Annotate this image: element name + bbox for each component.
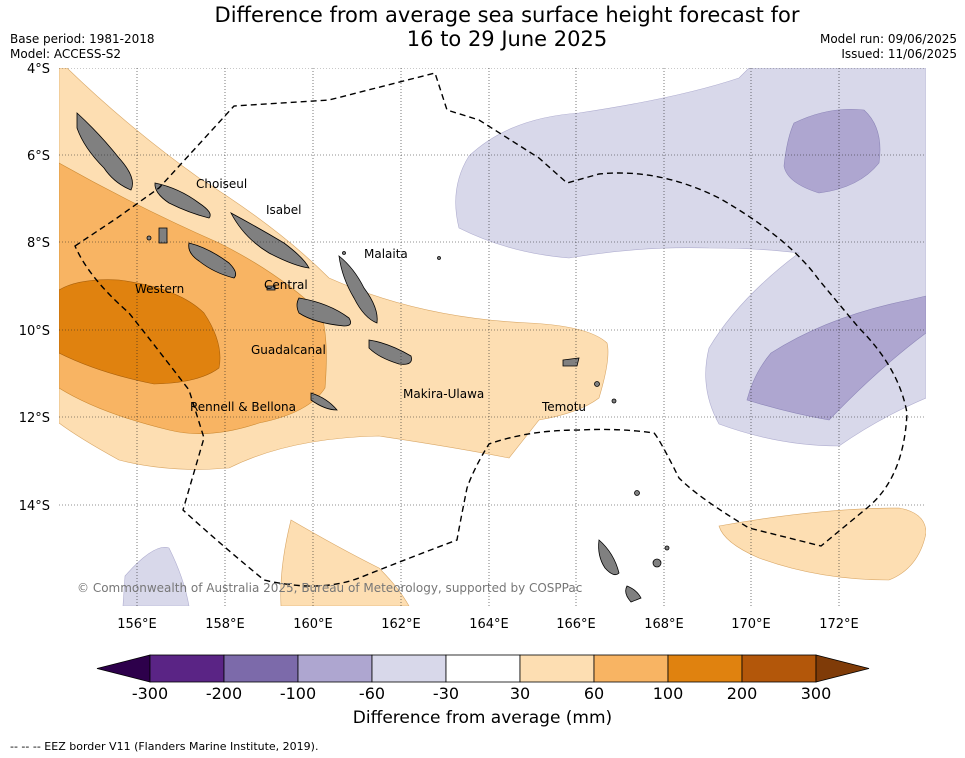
region-label-isabel: Isabel bbox=[266, 203, 301, 217]
colorbar-tick-label: -200 bbox=[206, 684, 242, 703]
colorbar-tick-label: -100 bbox=[280, 684, 316, 703]
lat-tick: 12°S bbox=[19, 411, 50, 426]
lat-tick: 4°S bbox=[27, 62, 50, 77]
colorbar-swatch bbox=[149, 654, 225, 683]
lon-tick: 170°E bbox=[731, 617, 771, 632]
lat-tick: 8°S bbox=[27, 236, 50, 251]
colorbar-tick-label: -30 bbox=[433, 684, 459, 703]
colorbar-tick-label: 30 bbox=[510, 684, 530, 703]
eez-border bbox=[74, 72, 908, 587]
region-label-choiseul: Choiseul bbox=[196, 177, 247, 191]
lon-tick: 172°E bbox=[819, 617, 859, 632]
map-axes: 4°S 6°S 8°S 10°S 12°S 14°S 156°E 158°E 1… bbox=[19, 62, 859, 632]
colorbar-tick-label: -300 bbox=[132, 684, 168, 703]
model-info: Base period: 1981-2018 Model: ACCESS-S2 bbox=[10, 32, 155, 61]
colorbar-swatch bbox=[593, 654, 669, 683]
anomaly-neg60-neg100-area bbox=[783, 108, 881, 194]
colorbar-under-arrow bbox=[96, 654, 151, 683]
region-label-makira-ulawa: Makira-Ulawa bbox=[403, 387, 484, 401]
colorbar-title: Difference from average (mm) bbox=[352, 708, 613, 728]
region-label-malaita: Malaita bbox=[364, 247, 408, 261]
lat-tick: 6°S bbox=[27, 149, 50, 164]
region-label-rennell-bellona: Rennell & Bellona bbox=[190, 400, 296, 414]
colorbar-tick-label: 100 bbox=[653, 684, 684, 703]
region-label-guadalcanal: Guadalcanal bbox=[251, 343, 326, 357]
colorbar-tick-label: -60 bbox=[359, 684, 385, 703]
lat-tick: 14°S bbox=[19, 499, 50, 514]
land-masses bbox=[76, 112, 670, 603]
lon-tick: 158°E bbox=[205, 617, 245, 632]
lon-tick: 166°E bbox=[556, 617, 596, 632]
anomaly-100-200-area bbox=[59, 279, 221, 385]
lon-tick: 168°E bbox=[644, 617, 684, 632]
eez-legend-note: -- -- -- EEZ border V11 (Flanders Marine… bbox=[10, 740, 319, 753]
lon-tick: 162°E bbox=[381, 617, 421, 632]
colorbar-swatch bbox=[667, 654, 743, 683]
colorbar-swatch bbox=[371, 654, 447, 683]
region-label-central: Central bbox=[264, 278, 308, 292]
forecast-map: Choiseul Isabel Malaita Western Central … bbox=[59, 68, 926, 606]
region-label-temotu: Temotu bbox=[541, 400, 586, 414]
colorbar-tick-label: 300 bbox=[801, 684, 832, 703]
colorbar-swatch bbox=[297, 654, 373, 683]
colorbar-tick-label: 200 bbox=[727, 684, 758, 703]
map-title: Difference from average sea surface heig… bbox=[214, 3, 800, 51]
anomaly-neg30-neg60-area-sw bbox=[122, 547, 190, 606]
lon-tick: 156°E bbox=[117, 617, 157, 632]
colorbar-swatch bbox=[741, 654, 817, 683]
colorbar-swatches bbox=[96, 654, 870, 683]
copyright-notice: © Commonwealth of Australia 2025, Bureau… bbox=[77, 581, 582, 595]
colorbar-swatch bbox=[223, 654, 299, 683]
region-label-western: Western bbox=[135, 282, 184, 296]
colorbar-ticks: -300 -200 -100 -60 -30 30 60 100 200 300 bbox=[132, 684, 831, 703]
colorbar-swatch bbox=[445, 654, 521, 683]
colorbar-swatch bbox=[519, 654, 595, 683]
lon-tick: 160°E bbox=[293, 617, 333, 632]
colorbar: -300 -200 -100 -60 -30 30 60 100 200 300 bbox=[96, 654, 870, 703]
colorbar-over-arrow bbox=[815, 654, 870, 683]
lat-tick: 10°S bbox=[19, 324, 50, 339]
issue-info: Model run: 09/06/2025 Issued: 11/06/2025 bbox=[819, 32, 957, 61]
colorbar-tick-label: 60 bbox=[584, 684, 604, 703]
gridlines bbox=[59, 68, 926, 606]
lon-tick: 164°E bbox=[469, 617, 509, 632]
